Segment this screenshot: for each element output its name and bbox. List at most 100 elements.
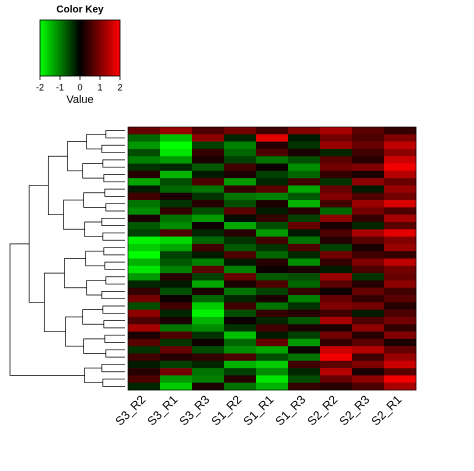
heatmap-cell (256, 251, 289, 259)
heatmap-cell (224, 273, 257, 281)
heatmap-cell (192, 127, 225, 135)
heatmap-cell (320, 324, 353, 332)
heatmap-cell (320, 287, 353, 296)
heatmap-cell (128, 324, 161, 332)
heatmap-cell (256, 148, 289, 157)
dendrogram-branch (104, 334, 125, 343)
heatmap-cell (192, 221, 225, 230)
heatmap-cell (128, 178, 161, 186)
heatmap-cell (320, 141, 353, 150)
heatmap-cell (352, 280, 385, 289)
heatmap-cell (256, 273, 289, 281)
color-key (39, 19, 121, 77)
heatmap-cell (352, 148, 385, 157)
heatmap-cell (288, 134, 321, 142)
heatmap-cell (288, 170, 321, 179)
heatmap-cell (384, 221, 417, 230)
heatmap-cell (224, 258, 257, 267)
heatmap-cell (320, 346, 353, 354)
heatmap-cell (352, 368, 385, 376)
dendrogram-branch (102, 232, 125, 241)
heatmap-cell (128, 273, 161, 281)
heatmap-cell (320, 200, 353, 208)
heatmap-cell (192, 331, 225, 340)
column-label: S1_R3 (273, 392, 309, 428)
heatmap-cell (192, 302, 225, 310)
heatmap-cell (128, 251, 161, 259)
heatmap-cell (160, 360, 193, 369)
heatmap-cell (224, 302, 257, 310)
heatmap-cell (320, 360, 353, 369)
heatmap-border (127, 126, 417, 391)
dendrogram-branch (65, 316, 84, 347)
heatmap-cell (320, 280, 353, 289)
heatmap-cell (288, 368, 321, 376)
heatmap-cell (352, 163, 385, 172)
heatmap-cell (128, 280, 161, 289)
heatmap-cell (256, 375, 289, 383)
dendrogram-branch (102, 159, 125, 168)
heatmap-cell (224, 324, 257, 332)
heatmap-cell (320, 229, 353, 237)
heatmap-cell (160, 192, 193, 201)
dendrogram-branch (101, 144, 125, 153)
heatmap-cell (384, 185, 417, 194)
heatmap-cell (352, 134, 385, 142)
column-label: S1_R1 (241, 392, 277, 428)
heatmap-cell (256, 200, 289, 208)
heatmap-cell (320, 375, 353, 383)
key-title: Color Key (56, 5, 104, 16)
heatmap-cell (384, 265, 417, 274)
heatmap-cell (288, 192, 321, 201)
heatmap-cell (384, 207, 417, 215)
heatmap-cell (384, 251, 417, 259)
heatmap-cell (192, 368, 225, 376)
heatmap-cell (384, 368, 417, 376)
heatmap-cell (256, 331, 289, 340)
heatmap-cell (160, 353, 193, 362)
heatmap-cell (320, 331, 353, 340)
heatmap-cell (288, 287, 321, 296)
heatmap-cell (224, 295, 257, 303)
heatmap-cell (160, 214, 193, 223)
key-tick-label: 2 (117, 82, 122, 92)
key-tick-label: -1 (56, 82, 64, 92)
heatmap-cell (288, 141, 321, 150)
heatmap-cell (384, 316, 417, 325)
heatmap-cell (320, 251, 353, 259)
heatmap-cell (224, 185, 257, 194)
heatmap-cell (288, 178, 321, 186)
heatmap-cell (256, 192, 289, 201)
heatmap-cell (256, 170, 289, 179)
heatmap-cell (128, 185, 161, 194)
heatmap-cell (384, 331, 417, 340)
heatmap-cell (320, 221, 353, 230)
heatmap-cell (352, 200, 385, 208)
heatmap-cell (288, 258, 321, 267)
heatmap-cell (160, 287, 193, 296)
heatmap-cell (192, 375, 225, 383)
heatmap-cell (224, 192, 257, 201)
heatmap-cell (288, 185, 321, 194)
heatmap-cell (288, 309, 321, 318)
heatmap-cell (128, 200, 161, 208)
heatmap-cell (384, 127, 417, 135)
heatmap-cell (128, 141, 161, 150)
heatmap-cell (288, 360, 321, 369)
heatmap-cell (384, 214, 417, 223)
heatmap-cell (160, 265, 193, 274)
heatmap-cell (352, 258, 385, 267)
heatmap-cell (288, 265, 321, 274)
heatmap-cell (384, 192, 417, 201)
heatmap-cell (352, 127, 385, 135)
heatmap-cell (320, 127, 353, 135)
heatmap-cell (160, 309, 193, 318)
heatmap-cell (160, 375, 193, 383)
heatmap-cell (352, 316, 385, 325)
heatmap-cell (288, 273, 321, 281)
heatmap-cell (224, 309, 257, 318)
heatmap-cell (320, 207, 353, 215)
heatmap-cell (256, 302, 289, 310)
heatmap-cell (256, 207, 289, 215)
column-label: S3_R2 (113, 392, 149, 428)
